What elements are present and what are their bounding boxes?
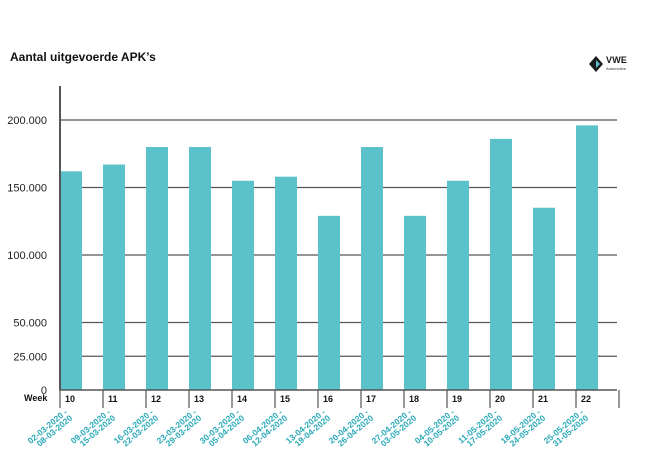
bar bbox=[318, 215, 340, 390]
week-number: 11 bbox=[108, 394, 118, 404]
chart-title: Aantal uitgevoerde APK’s bbox=[10, 50, 156, 64]
bar bbox=[533, 207, 555, 390]
vwe-logo-icon bbox=[589, 56, 603, 72]
week-number: 14 bbox=[237, 394, 247, 404]
logo-name: VWE bbox=[606, 55, 628, 65]
bar bbox=[404, 215, 426, 390]
bar bbox=[361, 147, 383, 390]
week-number: 10 bbox=[65, 394, 75, 404]
week-number: 13 bbox=[194, 394, 204, 404]
week-number: 15 bbox=[280, 394, 290, 404]
y-tick-label: 25.000 bbox=[13, 351, 47, 363]
week-number: 12 bbox=[151, 394, 161, 404]
bar bbox=[60, 171, 82, 390]
week-number: 17 bbox=[366, 394, 376, 404]
week-number: 18 bbox=[409, 394, 419, 404]
bar bbox=[447, 180, 469, 390]
bar bbox=[103, 164, 125, 390]
week-number: 19 bbox=[452, 394, 462, 404]
week-number: 22 bbox=[581, 394, 591, 404]
bar bbox=[232, 180, 254, 390]
bar bbox=[146, 147, 168, 390]
bar bbox=[189, 147, 211, 390]
y-tick-label: 150.000 bbox=[7, 183, 47, 195]
bar bbox=[490, 138, 512, 390]
week-number: 20 bbox=[495, 394, 505, 404]
y-tick-label: 100.000 bbox=[7, 250, 47, 262]
logo-subtitle: Automotive bbox=[606, 66, 627, 71]
week-number: 21 bbox=[538, 394, 548, 404]
bar bbox=[275, 176, 297, 390]
x-axis-label: Week bbox=[24, 393, 48, 403]
bar bbox=[576, 125, 598, 391]
y-tick-label: 200.000 bbox=[7, 115, 47, 127]
week-number: 16 bbox=[323, 394, 333, 404]
y-tick-label: 50.000 bbox=[13, 318, 47, 330]
vwe-logo: VWE Automotive bbox=[588, 55, 634, 75]
y-tick-label: 0 bbox=[41, 385, 47, 397]
